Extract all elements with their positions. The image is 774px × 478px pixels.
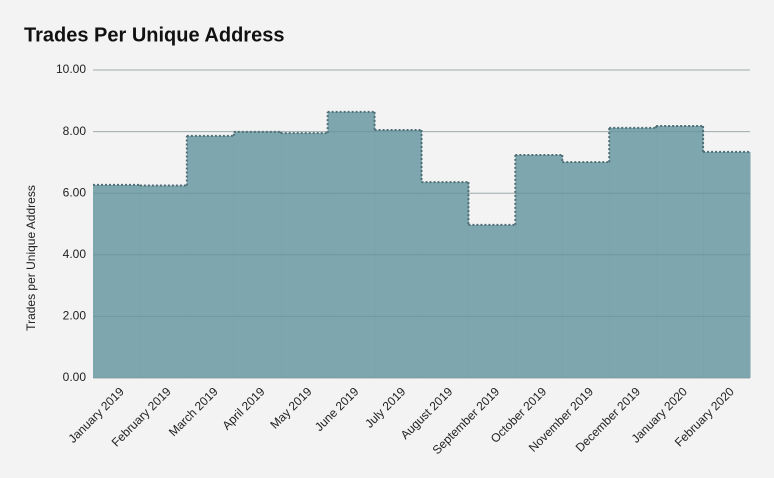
step-area-segment (609, 127, 657, 379)
step-area-segment (186, 135, 235, 378)
y-tick-label: 10.00 (56, 62, 86, 76)
step-area-segment (233, 131, 282, 378)
step-area-segment (562, 162, 610, 378)
y-tick-label: 0.00 (63, 370, 87, 384)
step-area-segment (139, 185, 188, 378)
step-area-segment (280, 133, 329, 378)
step-area-segment (327, 111, 376, 378)
step-area-segment (656, 126, 704, 378)
step-area-segment (515, 155, 563, 378)
y-tick-label: 2.00 (63, 309, 87, 323)
y-tick-label: 6.00 (63, 185, 87, 199)
step-area-segment (468, 224, 516, 378)
step-area-segment (703, 151, 751, 378)
step-area-segment (421, 182, 469, 378)
y-axis-label: Trades per Unique Address (24, 185, 38, 331)
chart-title: Trades Per Unique Address (24, 24, 284, 46)
y-tick-label: 8.00 (63, 124, 87, 138)
step-area-segment (93, 184, 141, 378)
step-area-segment (374, 130, 422, 378)
y-tick-label: 4.00 (63, 247, 87, 261)
